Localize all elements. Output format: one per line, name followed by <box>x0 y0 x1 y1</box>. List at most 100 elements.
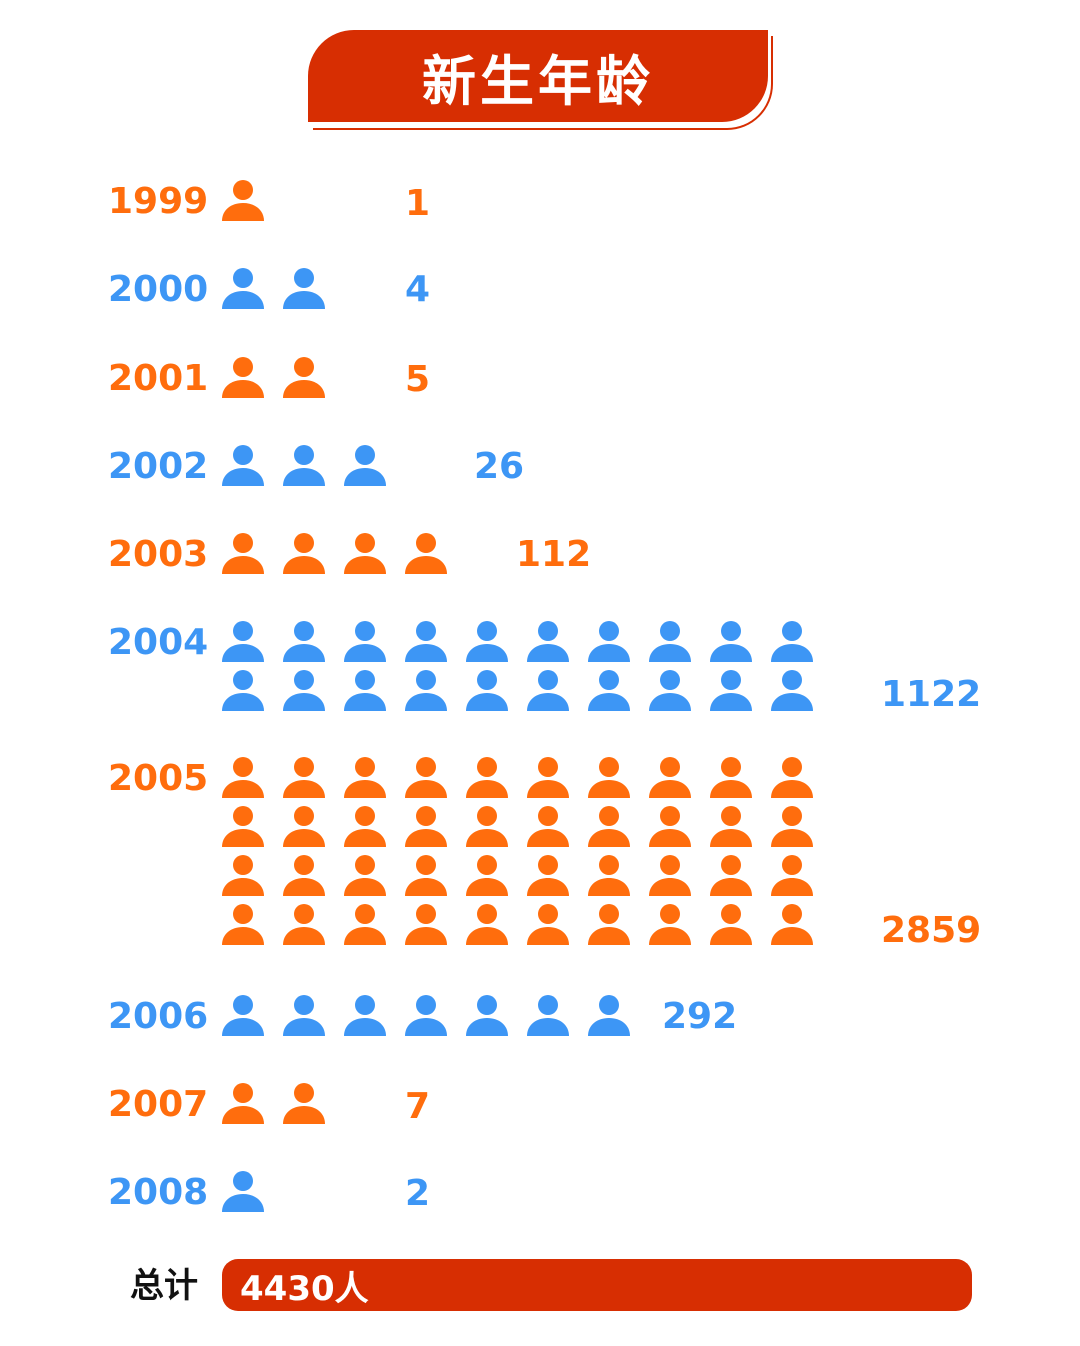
year-label-2001: 2001 <box>108 358 209 399</box>
person-icon <box>404 853 448 901</box>
total-value: 4430人 <box>240 1268 369 1309</box>
person-icon <box>526 804 570 852</box>
person-icon <box>343 853 387 901</box>
person-icon <box>526 993 570 1041</box>
person-icon <box>221 755 265 803</box>
person-icon <box>465 804 509 852</box>
person-icon <box>221 1169 265 1217</box>
person-icon <box>709 619 753 667</box>
count-label-2001: 5 <box>405 359 431 400</box>
person-icon <box>404 619 448 667</box>
person-icon <box>404 531 448 579</box>
person-icon <box>648 804 692 852</box>
person-icon <box>770 755 814 803</box>
person-icon <box>221 355 265 403</box>
person-icon <box>587 993 631 1041</box>
person-icon <box>404 993 448 1041</box>
person-icon <box>465 853 509 901</box>
title-banner: 新生年龄 <box>308 30 768 122</box>
person-icon <box>770 902 814 950</box>
title-banner-outline <box>313 36 773 130</box>
person-icon <box>343 804 387 852</box>
person-icon <box>221 993 265 1041</box>
person-icon <box>465 619 509 667</box>
person-icon <box>404 668 448 716</box>
person-icon <box>770 668 814 716</box>
person-icon <box>770 804 814 852</box>
year-label-2005: 2005 <box>108 758 209 799</box>
year-label-2003: 2003 <box>108 534 209 575</box>
person-icon <box>648 853 692 901</box>
person-icon <box>587 804 631 852</box>
person-icon <box>404 902 448 950</box>
person-icon <box>221 443 265 491</box>
person-icon <box>282 619 326 667</box>
person-icon <box>343 443 387 491</box>
year-label-2008: 2008 <box>108 1172 209 1213</box>
person-icon <box>709 755 753 803</box>
person-icon <box>465 993 509 1041</box>
person-icon <box>282 755 326 803</box>
person-icon <box>282 993 326 1041</box>
count-label-2008: 2 <box>405 1173 431 1214</box>
total-bar: 4430人 <box>222 1259 972 1311</box>
year-label-2006: 2006 <box>108 996 209 1037</box>
person-icon <box>709 902 753 950</box>
person-icon <box>343 755 387 803</box>
person-icon <box>282 443 326 491</box>
count-label-2002: 26 <box>474 446 525 487</box>
person-icon <box>343 531 387 579</box>
person-icon <box>526 755 570 803</box>
person-icon <box>587 619 631 667</box>
person-icon <box>770 619 814 667</box>
person-icon <box>770 853 814 901</box>
count-label-2000: 4 <box>405 269 431 310</box>
person-icon <box>221 804 265 852</box>
person-icon <box>465 755 509 803</box>
person-icon <box>221 266 265 314</box>
person-icon <box>343 619 387 667</box>
person-icon <box>648 668 692 716</box>
person-icon <box>282 266 326 314</box>
year-label-2004: 2004 <box>108 622 209 663</box>
person-icon <box>709 668 753 716</box>
person-icon <box>221 531 265 579</box>
person-icon <box>709 804 753 852</box>
year-label-1999: 1999 <box>108 181 209 222</box>
count-label-2003: 112 <box>516 534 592 575</box>
person-icon <box>282 1081 326 1129</box>
count-label-2007: 7 <box>405 1086 431 1127</box>
person-icon <box>709 853 753 901</box>
person-icon <box>221 853 265 901</box>
person-icon <box>587 902 631 950</box>
count-label-1999: 1 <box>405 183 431 224</box>
person-icon <box>282 804 326 852</box>
person-icon <box>587 853 631 901</box>
person-icon <box>587 755 631 803</box>
total-label: 总计 <box>130 1266 198 1306</box>
person-icon <box>221 178 265 226</box>
person-icon <box>404 804 448 852</box>
person-icon <box>404 755 448 803</box>
person-icon <box>221 1081 265 1129</box>
count-label-2005: 2859 <box>881 910 982 951</box>
person-icon <box>221 902 265 950</box>
person-icon <box>282 853 326 901</box>
person-icon <box>587 668 631 716</box>
person-icon <box>526 853 570 901</box>
person-icon <box>282 902 326 950</box>
person-icon <box>526 619 570 667</box>
count-label-2006: 292 <box>662 996 738 1037</box>
person-icon <box>282 531 326 579</box>
person-icon <box>282 355 326 403</box>
person-icon <box>648 902 692 950</box>
person-icon <box>526 902 570 950</box>
person-icon <box>282 668 326 716</box>
page-title: 新生年龄 <box>422 49 654 113</box>
year-label-2007: 2007 <box>108 1084 209 1125</box>
person-icon <box>648 755 692 803</box>
person-icon <box>221 619 265 667</box>
person-icon <box>648 619 692 667</box>
count-label-2004: 1122 <box>881 674 982 715</box>
year-label-2002: 2002 <box>108 446 209 487</box>
